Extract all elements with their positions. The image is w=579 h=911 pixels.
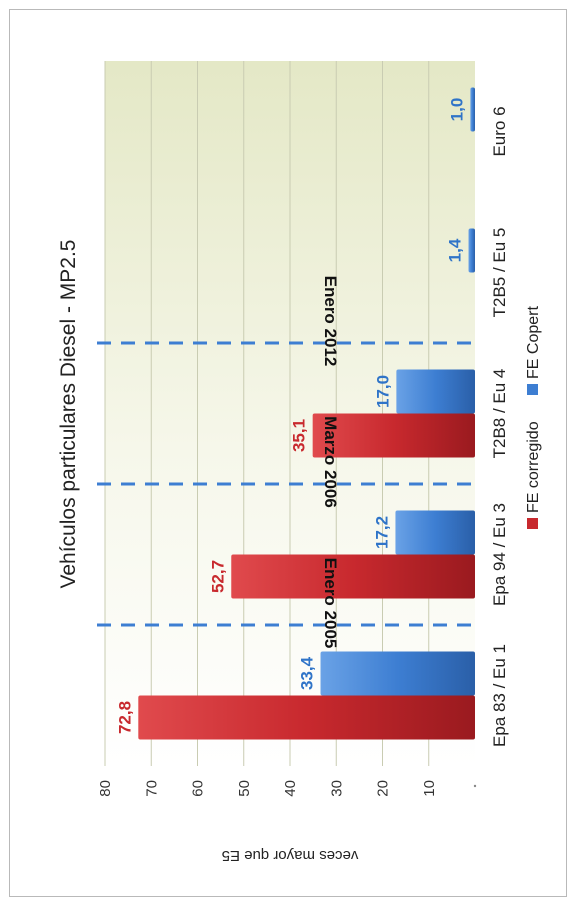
data-label: 72,8: [115, 701, 134, 734]
date-annotation: Enero 2012: [321, 276, 340, 367]
y-axis-origin-mark: [473, 784, 477, 788]
y-tick-label: 80: [97, 780, 114, 797]
bar-fe-copert: [470, 87, 475, 132]
bar-fe-copert: [320, 651, 475, 696]
y-tick-label: 10: [421, 780, 438, 797]
legend-swatch-fe-corregido: [527, 518, 538, 529]
data-label: 52,7: [208, 560, 227, 593]
y-tick-label: 60: [190, 780, 207, 797]
bar-fe-copert: [395, 510, 476, 555]
y-tick-label: 40: [282, 780, 299, 797]
legend-label-fe-corregido: FE corregido: [525, 421, 542, 513]
date-annotation: Enero 2005: [321, 558, 340, 649]
x-tick-label: Epa 94 / Eu 3: [490, 503, 509, 606]
bar-fe-corregido: [138, 695, 476, 740]
data-label: 1,0: [447, 98, 466, 122]
chart-title: Vehículos particulares Diesel - MP2.5: [57, 240, 80, 589]
data-label: 1,4: [446, 238, 465, 262]
legend-label-fe-copert: FE Copert: [525, 306, 542, 379]
x-tick-label: T2B5 / Eu 5: [490, 228, 509, 318]
y-axis-label: veces mayor que E5: [222, 847, 359, 864]
bar-fe-corregido: [231, 554, 475, 599]
data-label: 33,4: [298, 656, 317, 690]
date-annotation: Marzo 2006: [321, 416, 340, 508]
bar-fe-copert: [468, 228, 475, 273]
bar-fe-copert: [396, 369, 475, 414]
x-tick-label: Epa 83 / Eu 1: [490, 644, 509, 747]
y-tick-label: 30: [328, 780, 345, 797]
y-tick-label: 50: [236, 780, 253, 797]
legend: FE corregido FE Copert: [525, 306, 542, 529]
y-tick-label: 70: [143, 780, 160, 797]
y-tick-label: 20: [375, 780, 392, 797]
data-label: 17,2: [372, 516, 391, 549]
data-label: 35,1: [290, 419, 309, 452]
x-tick-label: T2B8 / Eu 4: [490, 369, 509, 459]
legend-swatch-fe-copert: [527, 384, 538, 395]
bar-fe-corregido: [312, 413, 475, 458]
data-label: 17,0: [373, 375, 392, 408]
x-tick-label: Euro 6: [490, 106, 509, 156]
